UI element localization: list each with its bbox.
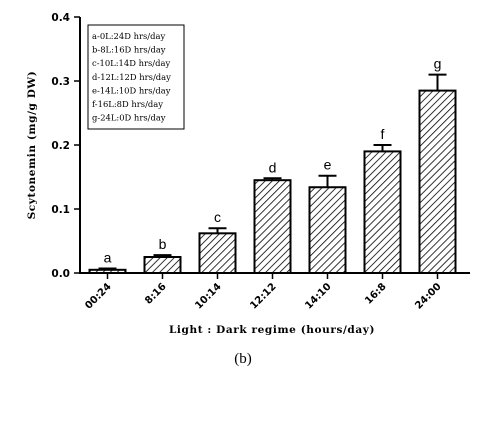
legend-entry: b-8L:16D hrs/day [92, 45, 166, 55]
legend-entry: f-16L:8D hrs/day [92, 99, 163, 109]
figure-caption: (b) [234, 351, 252, 367]
bar [308, 186, 347, 275]
legend-entry: c-10L:14D hrs/day [92, 58, 170, 68]
bar-letter-label: d [269, 159, 277, 175]
x-tick-label: 10:14 [193, 281, 223, 311]
bar [253, 179, 292, 274]
bar [143, 256, 182, 274]
bar-letter-label: c [214, 209, 221, 225]
y-tick-label: 0.2 [51, 140, 70, 152]
x-tick-label: 14:10 [303, 281, 333, 311]
bar [363, 150, 402, 274]
bar-letter-label: f [381, 126, 385, 142]
bar [198, 232, 237, 275]
x-tick-label: 16:8 [363, 281, 388, 306]
x-tick-label: 12:12 [248, 281, 278, 311]
bar-letter-label: a [104, 250, 112, 266]
y-tick-label: 0.1 [51, 204, 70, 216]
y-axis-title: Scytonemin (mg/g DW) [26, 71, 38, 220]
bar-letter-label: b [159, 236, 167, 252]
x-axis-title: Light : Dark regime (hours/day) [169, 324, 375, 336]
bar-letter-label: g [434, 56, 442, 72]
x-tick-label: 00:24 [83, 281, 113, 311]
legend: a-0L:24D hrs/day b-8L:16D hrs/day c-10L:14… [87, 24, 185, 130]
y-tick-label: 0.3 [51, 76, 70, 88]
legend-entry: d-12L:12D hrs/day [92, 72, 171, 82]
y-tick-label: 0.4 [51, 12, 70, 24]
x-tick-label: 24:00 [413, 281, 443, 311]
legend-box [87, 24, 185, 130]
bar-letter-label: e [324, 157, 332, 173]
x-tick-label: 8:16 [143, 281, 168, 306]
legend-entry: e-14L:10D hrs/day [92, 85, 171, 95]
legend-entry: g-24L:0D hrs/day [92, 113, 166, 123]
y-tick-label: 0.0 [51, 268, 70, 280]
bar [418, 89, 457, 274]
legend-entry: a-0L:24D hrs/day [92, 31, 165, 41]
